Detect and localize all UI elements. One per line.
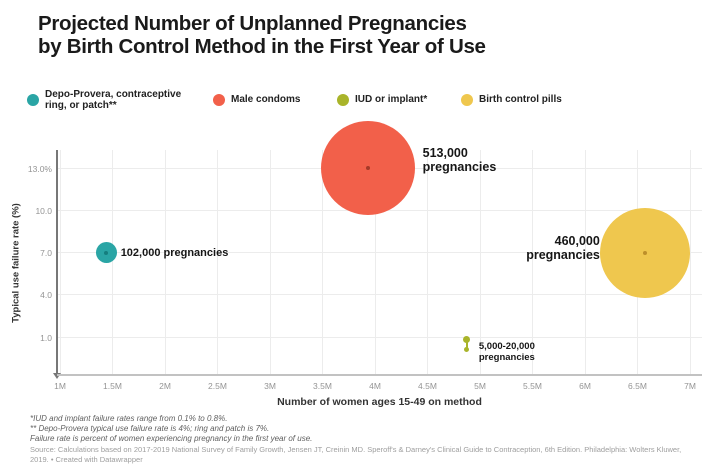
bubble-label-iud-or-implant: 5,000-20,000 pregnancies	[478, 340, 535, 363]
x-tick-label: 3.5M	[313, 381, 332, 391]
x-tick-label: 1M	[54, 381, 66, 391]
bubble-label-depo-provera-contraceptive-ring-or-patch: 102,000 pregnancies	[120, 246, 229, 259]
footnote-line: ** Depo-Provera typical use failure rate…	[30, 424, 270, 433]
y-tick-label: 7.0	[40, 248, 52, 258]
legend-item-iud-or-implant: IUD or implant*	[337, 88, 427, 112]
y-axis-arrow-icon	[52, 373, 61, 379]
legend-dot-icon	[461, 94, 473, 106]
legend-item-male-condoms: Male condoms	[213, 88, 300, 112]
gridline-vertical	[112, 150, 113, 375]
gridline-vertical	[427, 150, 428, 375]
legend-label: Depo-Provera, contraceptive ring, or pat…	[45, 88, 182, 112]
y-axis-title: Typical use failure rate (%)	[10, 202, 22, 323]
chart-title-line2: by Birth Control Method in the First Yea…	[38, 35, 486, 58]
legend-dot-icon	[213, 94, 225, 106]
range-line-iud-or-implant	[465, 339, 468, 350]
x-tick-label: 6.5M	[628, 381, 647, 391]
gridline-vertical	[164, 150, 166, 375]
range-dot-top-iud-or-implant	[463, 336, 471, 344]
chart-title: Projected Number of Unplanned Pregnancie…	[38, 12, 486, 58]
gridline-horizontal	[57, 294, 702, 296]
x-tick-label: 1.5M	[103, 381, 122, 391]
x-axis-line	[57, 374, 702, 376]
gridline-horizontal	[57, 336, 702, 338]
x-tick-label: 4M	[369, 381, 381, 391]
legend-label: Male condoms	[231, 94, 301, 106]
footnotes: *IUD and implant failure rates range fro…	[30, 414, 312, 444]
source-line: Source: Calculations based on 2017-2019 …	[30, 445, 682, 464]
x-tick-label: 2.5M	[208, 381, 227, 391]
gridline-vertical	[584, 150, 586, 375]
bubble-center-dot-icon	[365, 166, 370, 170]
gridline-vertical	[217, 150, 218, 375]
legend-label: IUD or implant*	[355, 94, 428, 106]
gridline-vertical	[374, 150, 376, 375]
gridline-horizontal	[57, 252, 702, 253]
x-tick-label: 4.5M	[418, 381, 437, 391]
footnote-line: *IUD and implant failure rates range fro…	[30, 414, 228, 423]
y-axis-line	[56, 150, 58, 375]
y-tick-label: 13.0%	[27, 163, 52, 174]
x-tick-label: 2M	[159, 381, 171, 391]
legend-label: Birth control pills	[479, 94, 562, 106]
gridline-vertical	[322, 150, 323, 375]
legend-dot-icon	[337, 94, 349, 106]
bubble-label-birth-control-pills: 460,000 pregnancies	[526, 233, 600, 262]
legend-item-birth-control-pills: Birth control pills	[461, 88, 562, 112]
gridline-vertical	[269, 150, 271, 375]
x-axis-title: Number of women ages 15-49 on method	[277, 396, 482, 408]
x-tick-label: 7M	[684, 381, 696, 391]
x-tick-label: 3M	[264, 381, 276, 391]
bubble-center-dot-icon	[642, 250, 647, 255]
range-dot-bottom-iud-or-implant	[464, 347, 470, 353]
legend-item-depo-provera-contraceptive: Depo-Provera, contraceptive ring, or pat…	[27, 88, 181, 112]
gridline-vertical	[689, 150, 691, 375]
x-tick-label: 5.5M	[523, 381, 542, 391]
y-tick-label: 4.0	[40, 290, 52, 301]
y-tick-label: 1.0	[40, 332, 52, 343]
legend-dot-icon	[27, 94, 39, 106]
y-tick-label: 10.0	[35, 205, 52, 216]
x-tick-label: 5M	[474, 381, 486, 391]
gridline-vertical	[532, 150, 533, 375]
footnote-line: Failure rate is percent of women experie…	[30, 434, 313, 443]
x-tick-label: 6M	[579, 381, 591, 391]
bubble-center-dot-icon	[104, 250, 109, 255]
chart-title-line1: Projected Number of Unplanned Pregnancie…	[38, 12, 467, 35]
bubble-label-male-condoms: 513,000 pregnancies	[422, 146, 497, 174]
gridline-vertical	[59, 150, 61, 375]
gridline-vertical	[479, 150, 481, 375]
